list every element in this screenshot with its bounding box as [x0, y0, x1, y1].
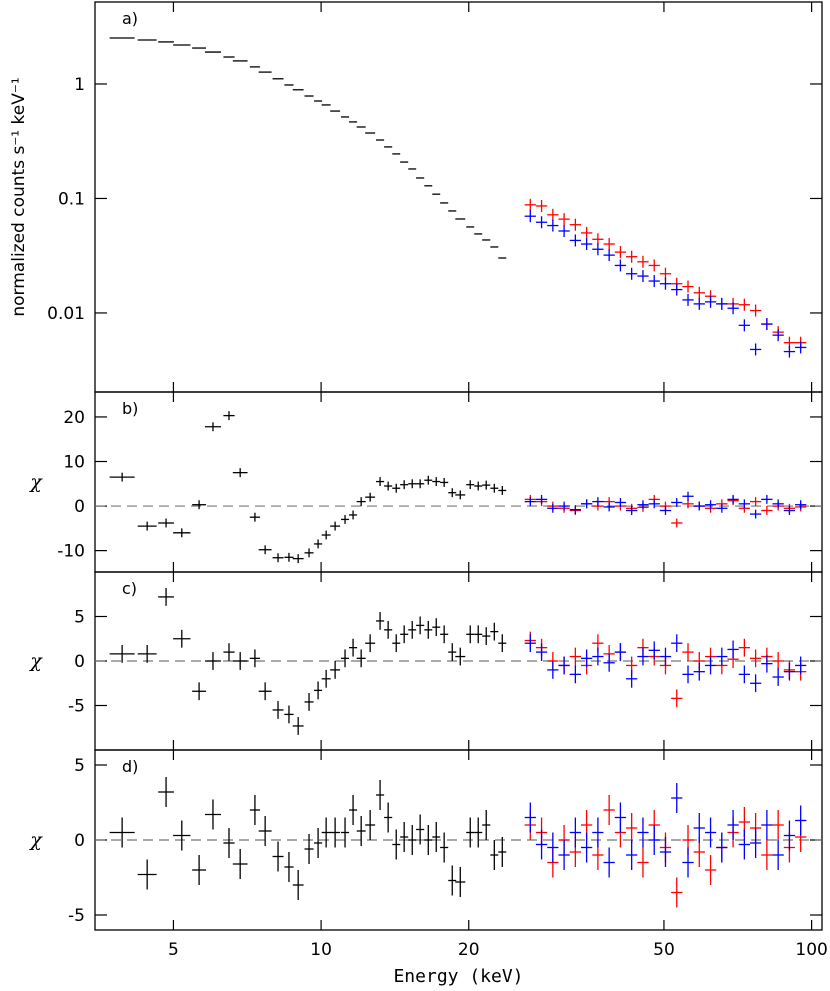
y-tick-label: 0.1 [58, 189, 85, 209]
x-tick-label: 100 [795, 940, 827, 960]
y-tick-label: 0 [74, 652, 85, 672]
x-axis-label: Energy (keV) [393, 966, 523, 987]
panel-label: b) [122, 399, 138, 418]
y-axis-label: χ [28, 471, 43, 493]
y-axis-label: χ [28, 650, 43, 672]
panel-label: d) [122, 757, 138, 776]
panel-frame [94, 1, 823, 393]
y-tick-label: 0 [74, 831, 85, 851]
x-tick-label: 20 [458, 940, 480, 960]
y-axis-label: normalized counts s⁻¹ keV⁻¹ [9, 77, 29, 316]
panel-label: a) [122, 9, 138, 28]
y-tick-label: 0.01 [47, 304, 85, 324]
x-tick-label: 5 [168, 940, 179, 960]
y-tick-label: -10 [57, 542, 85, 562]
y-axis-label: χ [28, 829, 43, 851]
y-tick-label: 1 [74, 75, 85, 95]
y-tick-label: 20 [63, 408, 85, 428]
panel-frame [94, 391, 823, 573]
y-tick-label: -5 [68, 697, 85, 717]
x-tick-label: 50 [653, 940, 675, 960]
x-tick-label: 10 [310, 940, 332, 960]
y-tick-label: 5 [74, 608, 85, 628]
y-tick-label: 0 [74, 497, 85, 517]
y-tick-label: 5 [74, 756, 85, 776]
y-tick-label: 10 [63, 453, 85, 473]
panel-label: c) [122, 579, 137, 598]
y-tick-label: -5 [68, 906, 85, 926]
